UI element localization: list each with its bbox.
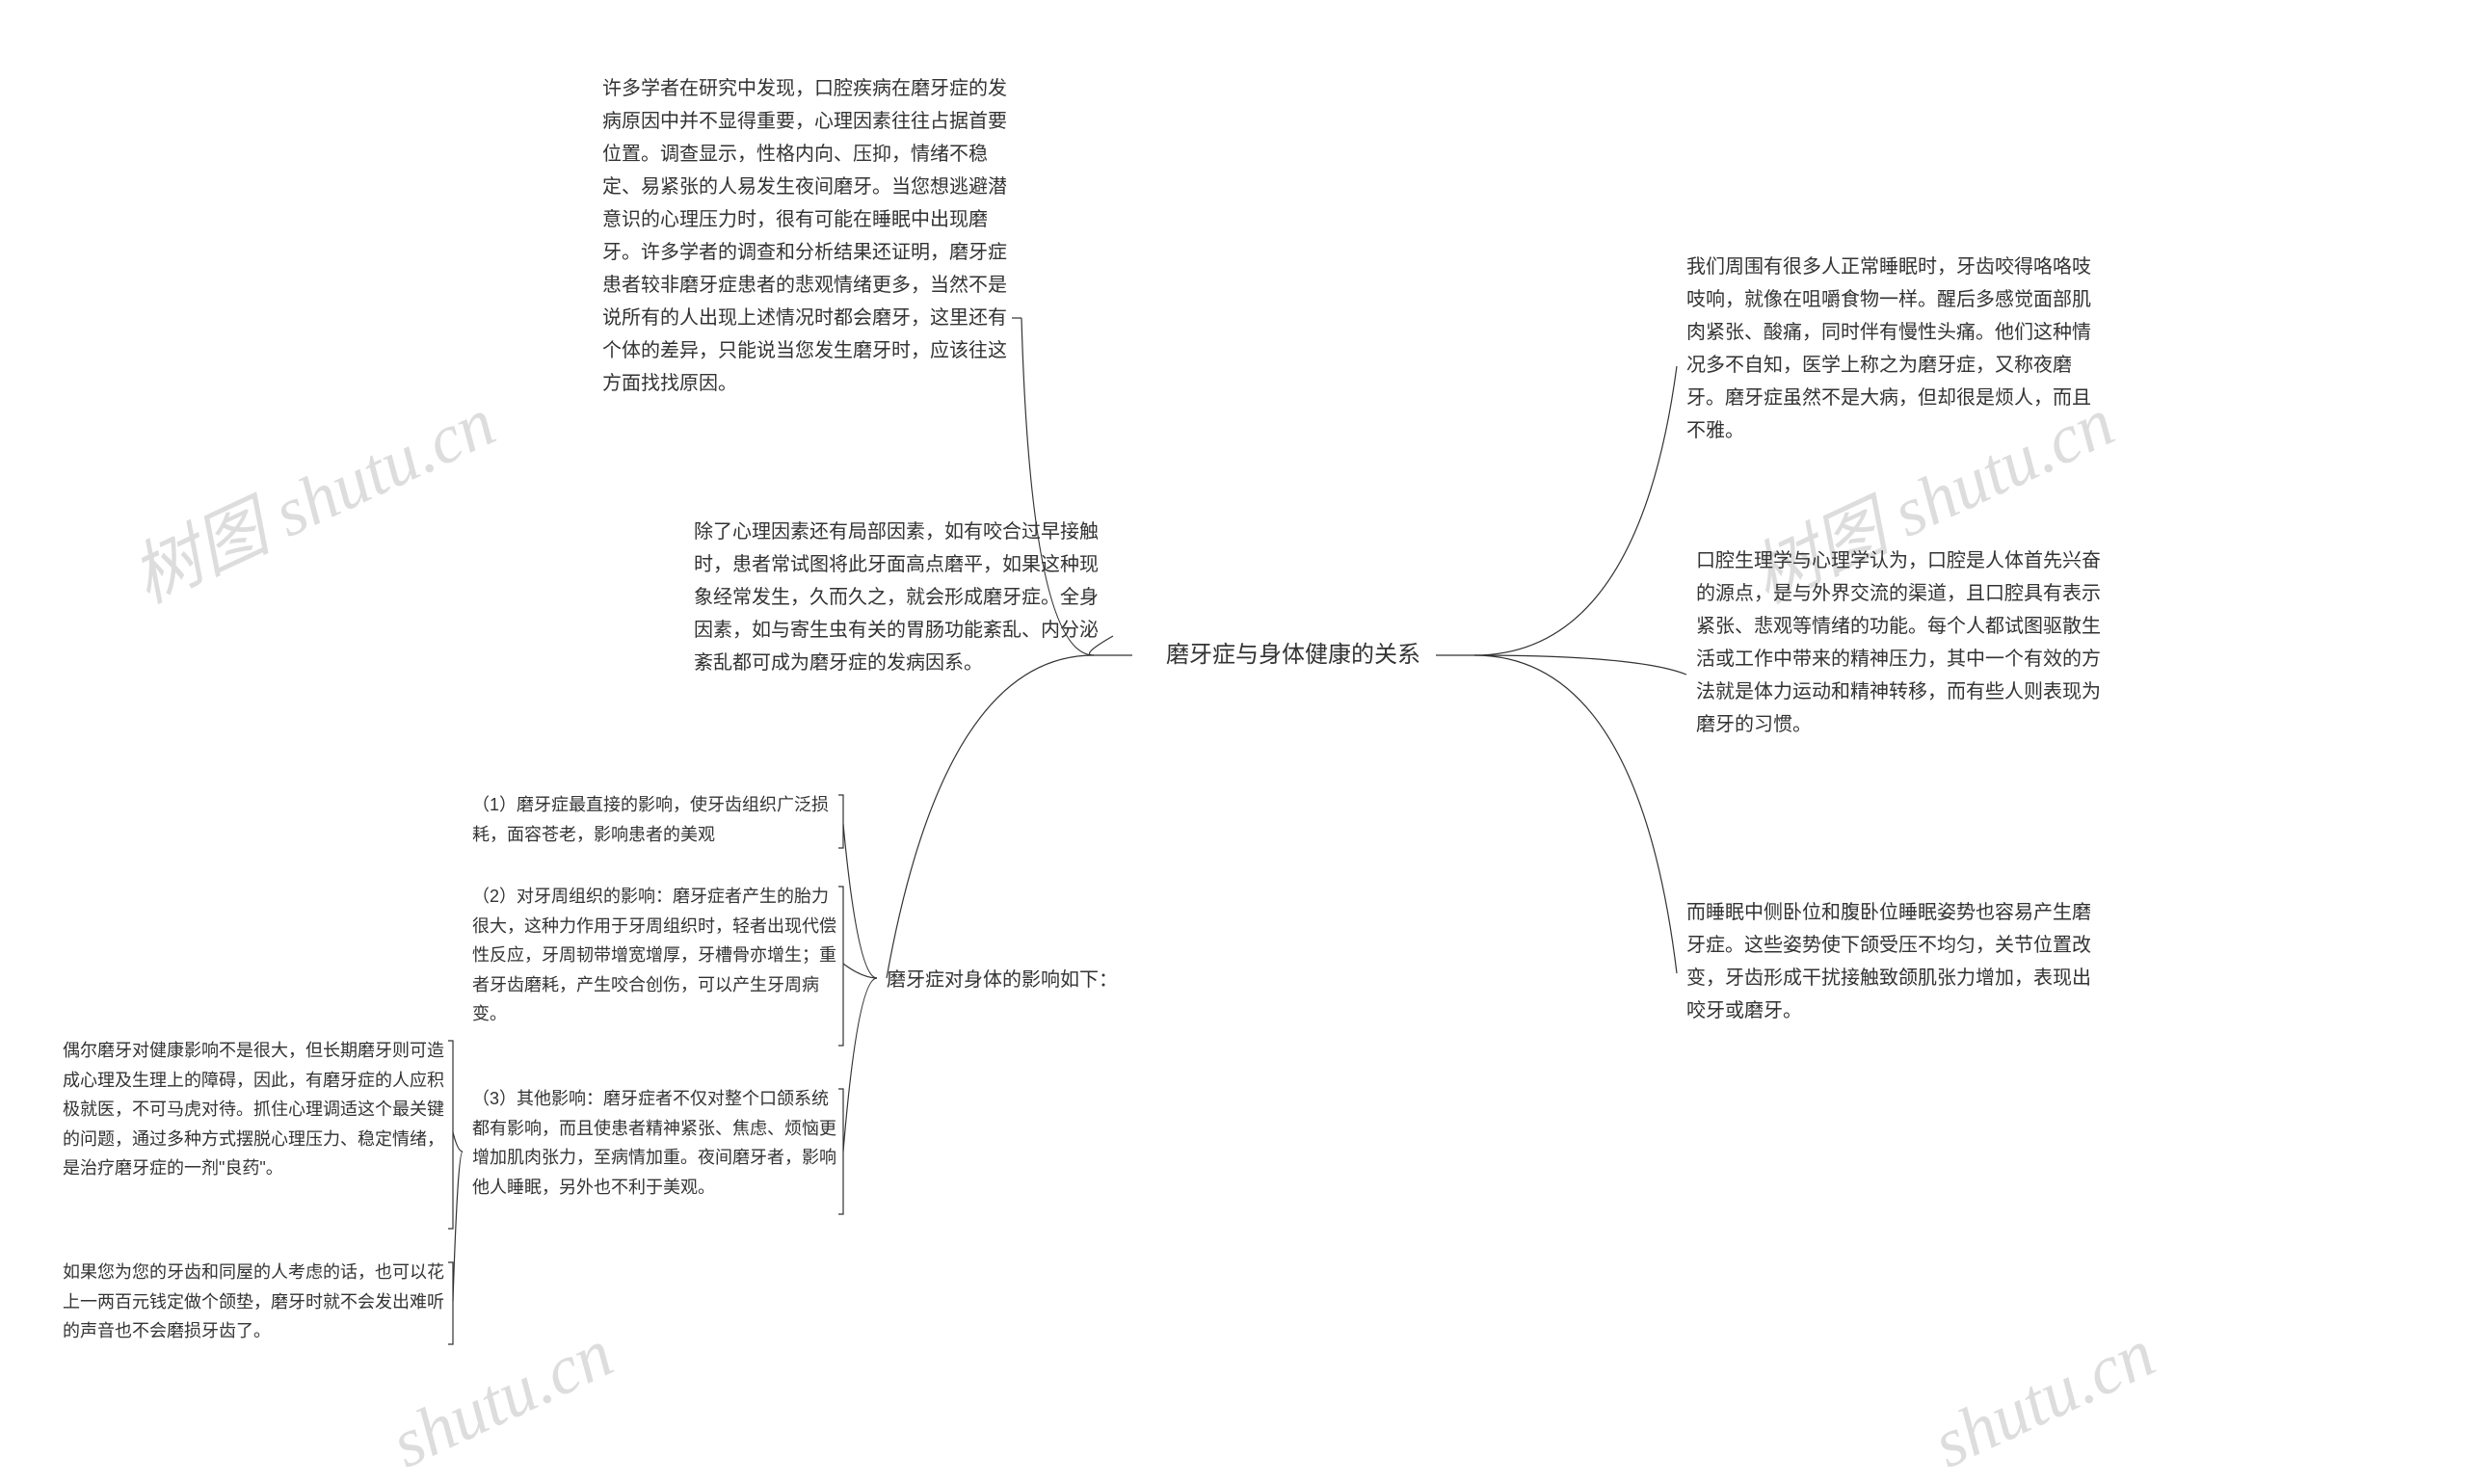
effect-3: （3）其他影响：磨牙症者不仅对整个口颌系统都有影响，而且使患者精神紧张、焦虑、烦… [472, 1084, 838, 1202]
left-branch-2: 除了心理因素还有局部因素，如有咬合过早接触时，患者常试图将此牙面高点磨平，如果这… [694, 516, 1108, 679]
effect-2: （2）对牙周组织的影响：磨牙症者产生的胎力很大，这种力作用于牙周组织时，轻者出现… [472, 882, 838, 1029]
left-branch-1: 许多学者在研究中发现，口腔疾病在磨牙症的发病原因中并不显得重要，心理因素往往占据… [602, 72, 1017, 400]
watermark: 树图 shutu.cn [113, 366, 509, 623]
left-branch-3-label: 磨牙症对身体的影响如下： [887, 964, 1176, 996]
watermark: shutu.cn [1922, 1313, 2166, 1484]
right-branch-1: 我们周围有很多人正常睡眠时，牙齿咬得咯咯吱吱响，就像在咀嚼食物一样。醒后多感觉面… [1686, 251, 2091, 447]
mindmap-center: 磨牙症与身体健康的关系 [1147, 628, 1440, 683]
advice-2: 如果您为您的牙齿和同屋的人考虑的话，也可以花上一两百元钱定做个颌垫，磨牙时就不会… [63, 1258, 448, 1346]
right-branch-2: 口腔生理学与心理学认为，口腔是人体首先兴奋的源点，是与外界交流的渠道，且口腔具有… [1696, 544, 2101, 741]
advice-1: 偶尔磨牙对健康影响不是很大，但长期磨牙则可造成心理及生理上的障碍，因此，有磨牙症… [63, 1036, 448, 1183]
right-branch-3: 而睡眠中侧卧位和腹卧位睡眠姿势也容易产生磨牙症。这些姿势使下颌受压不均匀，关节位… [1686, 896, 2091, 1027]
effect-1: （1）磨牙症最直接的影响，使牙齿组织广泛损耗，面容苍老，影响患者的美观 [472, 790, 838, 849]
